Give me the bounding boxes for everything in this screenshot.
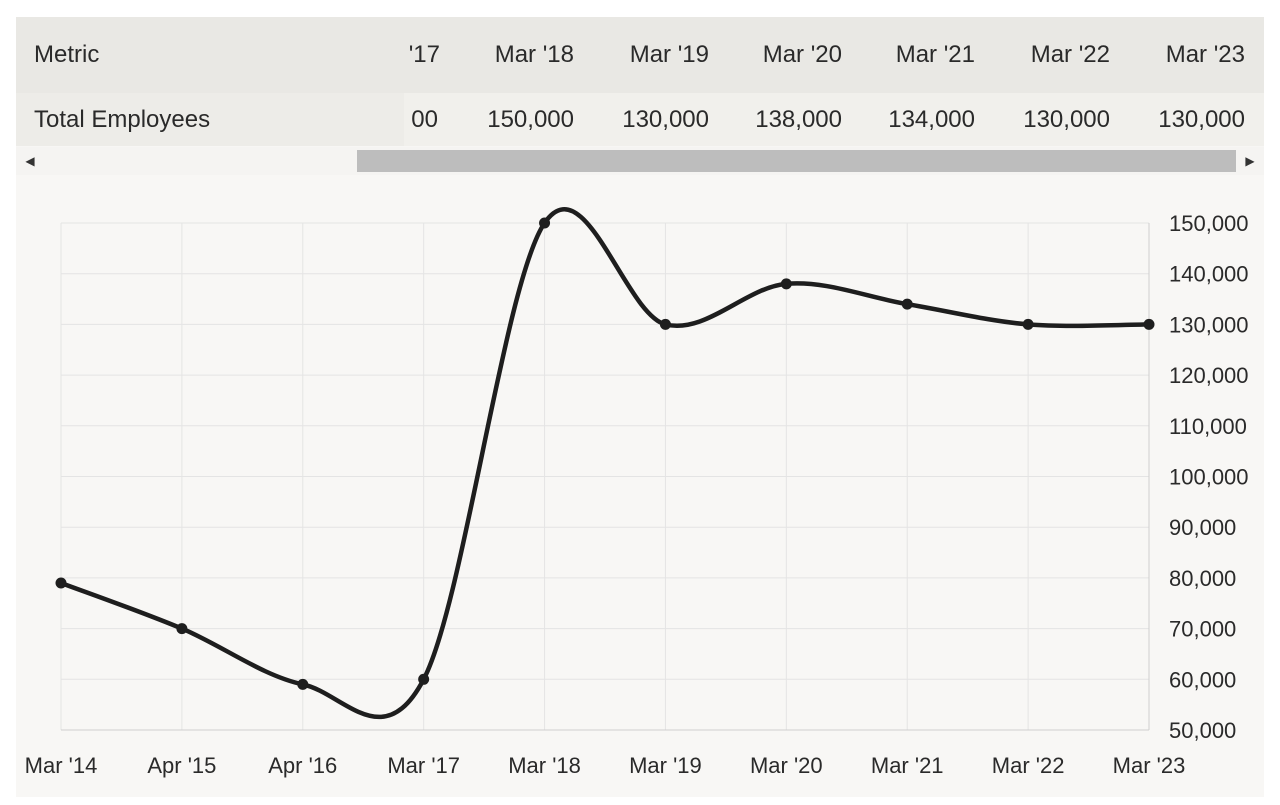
x-tick-label: Mar '20 <box>750 753 823 778</box>
data-point <box>1022 318 1034 330</box>
y-tick-label: 100,000 <box>1169 465 1249 490</box>
data-point <box>176 623 188 635</box>
y-tick-label: 80,000 <box>1169 566 1236 591</box>
column-header: Mar '23 <box>1165 41 1245 68</box>
table-cell: 00 <box>411 105 438 133</box>
scroll-right-icon[interactable]: ▶ <box>1245 154 1255 168</box>
table-header-row: Metric '17 Mar '18 Mar '19 Mar '20 Mar '… <box>16 17 1264 93</box>
row-scroll-region: 00 150,000 130,000 138,000 134,000 130,0… <box>404 93 1264 146</box>
x-tick-label: Mar '17 <box>387 753 460 778</box>
table-cell: 134,000 <box>888 105 975 133</box>
data-point <box>297 678 309 690</box>
y-tick-label: 70,000 <box>1169 617 1236 642</box>
data-point <box>780 278 792 290</box>
x-tick-label: Mar '18 <box>508 753 581 778</box>
data-table: Metric '17 Mar '18 Mar '19 Mar '20 Mar '… <box>16 17 1264 175</box>
y-tick-label: 60,000 <box>1169 667 1236 692</box>
line-chart: 50,000 60,000 70,000 80,000 90,000 100,000 110… <box>25 207 1249 778</box>
table-cell: 130,000 <box>1158 105 1245 133</box>
x-tick-label: Apr '15 <box>147 753 216 778</box>
data-point <box>418 673 430 685</box>
table-row: Total Employees 00 150,000 130,000 138,0… <box>16 93 1264 146</box>
scroll-left-icon[interactable]: ◀ <box>25 154 35 168</box>
data-point <box>901 298 913 310</box>
x-tick-label: Mar '14 <box>25 753 98 778</box>
table-cell: 130,000 <box>1023 105 1110 133</box>
y-tick-label: 150,000 <box>1169 211 1249 236</box>
y-tick-label: 120,000 <box>1169 363 1249 388</box>
y-tick-label: 130,000 <box>1169 312 1249 337</box>
data-point <box>659 318 671 330</box>
y-tick-label: 90,000 <box>1169 515 1236 540</box>
data-point <box>55 577 67 589</box>
column-header: Mar '19 <box>629 41 709 68</box>
metric-name: Total Employees <box>16 93 404 146</box>
metric-header: Metric <box>16 17 404 93</box>
column-header: Mar '21 <box>895 41 975 68</box>
column-header: Mar '22 <box>1030 41 1110 68</box>
chart-container: 50,000 60,000 70,000 80,000 90,000 100,000 110… <box>16 175 1264 797</box>
y-tick-label: 140,000 <box>1169 262 1249 287</box>
column-header: Mar '18 <box>494 41 574 68</box>
x-tick-label: Mar '22 <box>992 753 1065 778</box>
table-cell: 150,000 <box>487 105 574 133</box>
x-tick-label: Mar '19 <box>629 753 702 778</box>
y-tick-label: 50,000 <box>1169 718 1236 743</box>
table-cell: 130,000 <box>622 105 709 133</box>
data-point <box>1143 318 1155 330</box>
x-tick-label: Apr '16 <box>268 753 337 778</box>
table-cell: 138,000 <box>755 105 842 133</box>
series-line <box>58 207 1152 719</box>
header-scroll-region: '17 Mar '18 Mar '19 Mar '20 Mar '21 Mar … <box>404 17 1264 93</box>
column-header: Mar '20 <box>762 41 842 68</box>
x-tick-label: Mar '23 <box>1113 753 1186 778</box>
x-tick-label: Mar '21 <box>871 753 944 778</box>
y-tick-label: 110,000 <box>1169 414 1247 439</box>
scrollbar-thumb[interactable] <box>357 150 1236 172</box>
column-header: '17 <box>408 41 440 68</box>
horizontal-scrollbar[interactable]: ◀ ▶ <box>16 147 1264 175</box>
data-point <box>539 217 551 229</box>
